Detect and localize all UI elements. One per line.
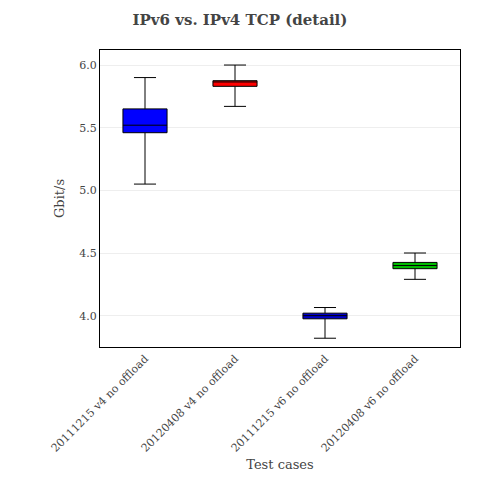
- svg-text:5.0: 5.0: [79, 184, 97, 197]
- svg-text:6.0: 6.0: [79, 59, 97, 72]
- svg-text:5.5: 5.5: [79, 122, 97, 135]
- svg-text:20111215 v4 no offload: 20111215 v4 no offload: [49, 353, 151, 455]
- svg-text:20120408 v4 no offload: 20120408 v4 no offload: [139, 353, 241, 455]
- svg-text:4.5: 4.5: [79, 247, 97, 260]
- svg-text:4.0: 4.0: [79, 310, 97, 323]
- svg-text:Gbit/s: Gbit/s: [52, 179, 67, 218]
- svg-text:20120408 v6 no offload: 20120408 v6 no offload: [319, 353, 421, 455]
- svg-text:IPv6 vs. IPv4 TCP (detail): IPv6 vs. IPv4 TCP (detail): [133, 11, 348, 29]
- svg-text:Test cases: Test cases: [246, 457, 313, 472]
- svg-text:20111215 v6 no offload: 20111215 v6 no offload: [229, 353, 331, 455]
